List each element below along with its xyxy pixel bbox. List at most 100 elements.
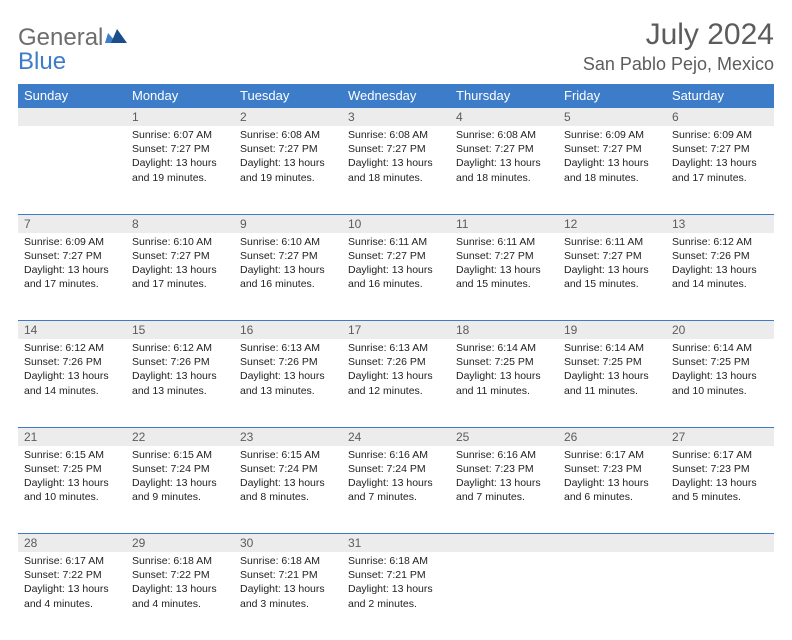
- day-info-line: Daylight: 13 hours: [132, 263, 228, 277]
- day-number-cell: 30: [234, 534, 342, 553]
- day-content-row: Sunrise: 6:12 AMSunset: 7:26 PMDaylight:…: [18, 339, 774, 427]
- day-info-line: and 13 minutes.: [132, 384, 228, 398]
- day-cell-body: Sunrise: 6:13 AMSunset: 7:26 PMDaylight:…: [342, 339, 450, 402]
- day-info-line: Daylight: 13 hours: [348, 582, 444, 596]
- day-info-line: and 14 minutes.: [672, 277, 768, 291]
- day-number-cell: 22: [126, 427, 234, 446]
- day-number-cell: 13: [666, 214, 774, 233]
- day-number-cell: 15: [126, 321, 234, 340]
- day-number-cell: 4: [450, 108, 558, 127]
- day-info-line: Sunrise: 6:10 AM: [132, 235, 228, 249]
- day-cell: Sunrise: 6:14 AMSunset: 7:25 PMDaylight:…: [666, 339, 774, 427]
- page-header: GeneralBlue July 2024 San Pablo Pejo, Me…: [18, 18, 774, 76]
- day-number-cell: 24: [342, 427, 450, 446]
- day-info-line: Sunset: 7:27 PM: [24, 249, 120, 263]
- day-number-cell: 23: [234, 427, 342, 446]
- day-info-line: Daylight: 13 hours: [456, 263, 552, 277]
- day-info-line: Sunset: 7:27 PM: [456, 249, 552, 263]
- day-info-line: Daylight: 13 hours: [348, 369, 444, 383]
- day-info-line: and 11 minutes.: [564, 384, 660, 398]
- day-cell: Sunrise: 6:17 AMSunset: 7:22 PMDaylight:…: [18, 552, 126, 640]
- day-info-line: Daylight: 13 hours: [456, 369, 552, 383]
- day-info-line: Sunset: 7:27 PM: [456, 142, 552, 156]
- day-info-line: Sunset: 7:27 PM: [240, 142, 336, 156]
- weekday-header: Wednesday: [342, 84, 450, 108]
- day-number-cell: [558, 534, 666, 553]
- day-info-line: Sunrise: 6:07 AM: [132, 128, 228, 142]
- day-number-cell: 28: [18, 534, 126, 553]
- day-cell-body: Sunrise: 6:15 AMSunset: 7:24 PMDaylight:…: [234, 446, 342, 509]
- day-cell: Sunrise: 6:13 AMSunset: 7:26 PMDaylight:…: [234, 339, 342, 427]
- day-info-line: Sunset: 7:27 PM: [564, 142, 660, 156]
- day-number-cell: 18: [450, 321, 558, 340]
- day-cell: Sunrise: 6:08 AMSunset: 7:27 PMDaylight:…: [450, 126, 558, 214]
- day-info-line: Daylight: 13 hours: [132, 369, 228, 383]
- day-number-cell: 14: [18, 321, 126, 340]
- day-info-line: Daylight: 13 hours: [24, 582, 120, 596]
- day-info-line: Sunrise: 6:14 AM: [672, 341, 768, 355]
- weekday-header: Tuesday: [234, 84, 342, 108]
- day-info-line: Daylight: 13 hours: [348, 263, 444, 277]
- day-number-cell: 3: [342, 108, 450, 127]
- day-cell-body: Sunrise: 6:11 AMSunset: 7:27 PMDaylight:…: [342, 233, 450, 296]
- weekday-header: Sunday: [18, 84, 126, 108]
- day-info-line: Daylight: 13 hours: [240, 369, 336, 383]
- day-info-line: and 12 minutes.: [348, 384, 444, 398]
- day-number-cell: 1: [126, 108, 234, 127]
- day-info-line: Sunset: 7:21 PM: [348, 568, 444, 582]
- day-cell-body: Sunrise: 6:14 AMSunset: 7:25 PMDaylight:…: [558, 339, 666, 402]
- day-cell: [18, 126, 126, 214]
- day-number-cell: 2: [234, 108, 342, 127]
- day-info-line: Sunrise: 6:08 AM: [456, 128, 552, 142]
- day-info-line: and 16 minutes.: [348, 277, 444, 291]
- day-info-line: Daylight: 13 hours: [132, 156, 228, 170]
- day-info-line: Daylight: 13 hours: [672, 476, 768, 490]
- day-info-line: Sunrise: 6:12 AM: [132, 341, 228, 355]
- day-number-row: 123456: [18, 108, 774, 127]
- weekday-header: Thursday: [450, 84, 558, 108]
- day-cell: [666, 552, 774, 640]
- day-info-line: Sunrise: 6:10 AM: [240, 235, 336, 249]
- day-info-line: Sunrise: 6:18 AM: [348, 554, 444, 568]
- day-number-cell: 31: [342, 534, 450, 553]
- day-cell-body: Sunrise: 6:14 AMSunset: 7:25 PMDaylight:…: [666, 339, 774, 402]
- day-number-cell: 16: [234, 321, 342, 340]
- day-info-line: Daylight: 13 hours: [456, 156, 552, 170]
- day-number-cell: 26: [558, 427, 666, 446]
- day-info-line: Sunrise: 6:11 AM: [348, 235, 444, 249]
- day-cell: Sunrise: 6:18 AMSunset: 7:21 PMDaylight:…: [234, 552, 342, 640]
- day-info-line: Sunset: 7:24 PM: [240, 462, 336, 476]
- day-cell: Sunrise: 6:15 AMSunset: 7:24 PMDaylight:…: [234, 446, 342, 534]
- day-cell: Sunrise: 6:09 AMSunset: 7:27 PMDaylight:…: [558, 126, 666, 214]
- day-info-line: Sunset: 7:27 PM: [132, 142, 228, 156]
- day-cell: Sunrise: 6:10 AMSunset: 7:27 PMDaylight:…: [234, 233, 342, 321]
- logo-text-blue: Blue: [18, 48, 66, 75]
- day-number-cell: 21: [18, 427, 126, 446]
- day-cell: Sunrise: 6:10 AMSunset: 7:27 PMDaylight:…: [126, 233, 234, 321]
- day-cell: Sunrise: 6:08 AMSunset: 7:27 PMDaylight:…: [342, 126, 450, 214]
- day-info-line: Sunrise: 6:16 AM: [348, 448, 444, 462]
- day-info-line: Sunset: 7:26 PM: [672, 249, 768, 263]
- day-info-line: Sunrise: 6:17 AM: [24, 554, 120, 568]
- day-info-line: and 4 minutes.: [24, 597, 120, 611]
- day-number-cell: [450, 534, 558, 553]
- day-info-line: Sunset: 7:24 PM: [348, 462, 444, 476]
- day-number-cell: 17: [342, 321, 450, 340]
- day-content-row: Sunrise: 6:07 AMSunset: 7:27 PMDaylight:…: [18, 126, 774, 214]
- day-info-line: Sunset: 7:23 PM: [564, 462, 660, 476]
- day-info-line: and 13 minutes.: [240, 384, 336, 398]
- day-info-line: and 18 minutes.: [456, 171, 552, 185]
- day-cell: Sunrise: 6:16 AMSunset: 7:23 PMDaylight:…: [450, 446, 558, 534]
- logo-mark-icon: [105, 27, 129, 48]
- day-cell: Sunrise: 6:18 AMSunset: 7:22 PMDaylight:…: [126, 552, 234, 640]
- day-info-line: Daylight: 13 hours: [240, 263, 336, 277]
- day-info-line: Daylight: 13 hours: [24, 369, 120, 383]
- day-cell-body: Sunrise: 6:08 AMSunset: 7:27 PMDaylight:…: [450, 126, 558, 189]
- day-cell: [558, 552, 666, 640]
- day-info-line: Sunset: 7:27 PM: [348, 142, 444, 156]
- day-cell: Sunrise: 6:18 AMSunset: 7:21 PMDaylight:…: [342, 552, 450, 640]
- calendar-page: GeneralBlue July 2024 San Pablo Pejo, Me…: [0, 0, 792, 640]
- day-cell: Sunrise: 6:17 AMSunset: 7:23 PMDaylight:…: [666, 446, 774, 534]
- day-info-line: Daylight: 13 hours: [24, 263, 120, 277]
- day-info-line: Daylight: 13 hours: [456, 476, 552, 490]
